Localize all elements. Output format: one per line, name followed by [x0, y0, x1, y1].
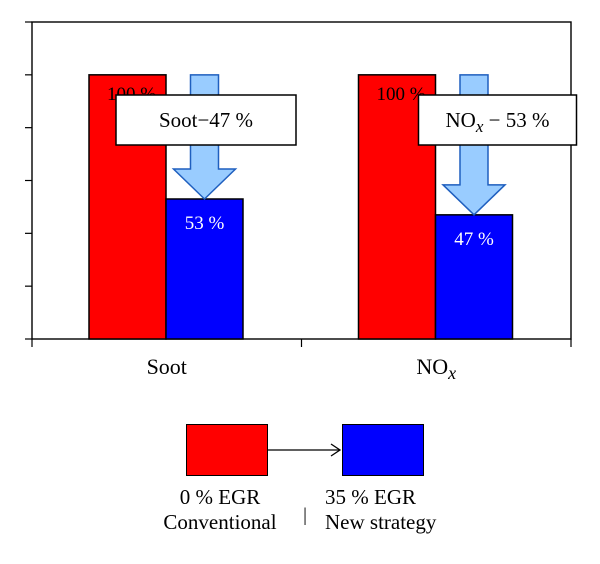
reduction-callout-box: [115, 94, 297, 146]
data-label-new-strategy: 53 %: [185, 213, 225, 234]
data-label-conventional: 100 %: [376, 84, 425, 105]
category-label-no: NOx: [416, 354, 456, 383]
data-label-new-strategy: 47 %: [454, 229, 494, 250]
legend-connector-arrowhead: [330, 443, 342, 457]
reduction-callout-box: [417, 94, 578, 146]
category-label-soot: Soot: [147, 354, 187, 379]
reduction-callout-text: Soot−47 %: [159, 108, 253, 132]
bar-new-strategy-no: [434, 214, 514, 340]
reduction-callout-text: NOx − 53 %: [446, 108, 550, 136]
bar-new-strategy-soot: [165, 198, 244, 340]
